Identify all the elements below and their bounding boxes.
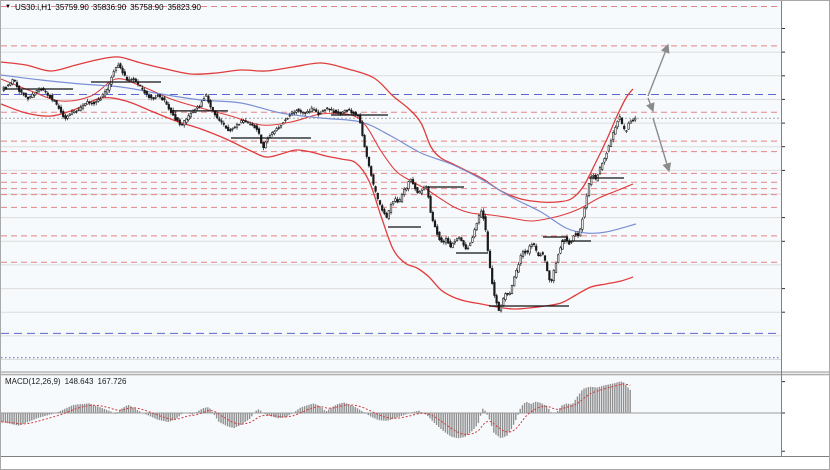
- ohlc-open: 35759.90: [55, 3, 89, 12]
- macd-indicator-title: MACD(12,26,9) 148.643 167.726: [5, 377, 126, 386]
- symbol-period-label: US30.i,H1: [14, 3, 52, 12]
- macd-main-value: 148.643: [64, 377, 94, 386]
- time-axis[interactable]: 11 Nov 202112 Nov 16:0016 Nov 02:0017 No…: [1, 457, 829, 469]
- collapse-chart-icon[interactable]: ▼: [5, 4, 11, 10]
- chart-title: ▼ US30.i,H1 35759.90 35836.90 35758.90 3…: [5, 3, 201, 12]
- macd-signal-value: 167.726: [97, 377, 127, 386]
- price-axis[interactable]: 36663.1536442.0536220.9535999.8535778.75…: [781, 1, 829, 456]
- macd-label: MACD(12,26,9): [5, 377, 61, 386]
- ohlc-low: 35758.90: [130, 3, 164, 12]
- ohlc-high: 35836.90: [92, 3, 127, 12]
- ohlc-close: 35823.90: [167, 3, 201, 12]
